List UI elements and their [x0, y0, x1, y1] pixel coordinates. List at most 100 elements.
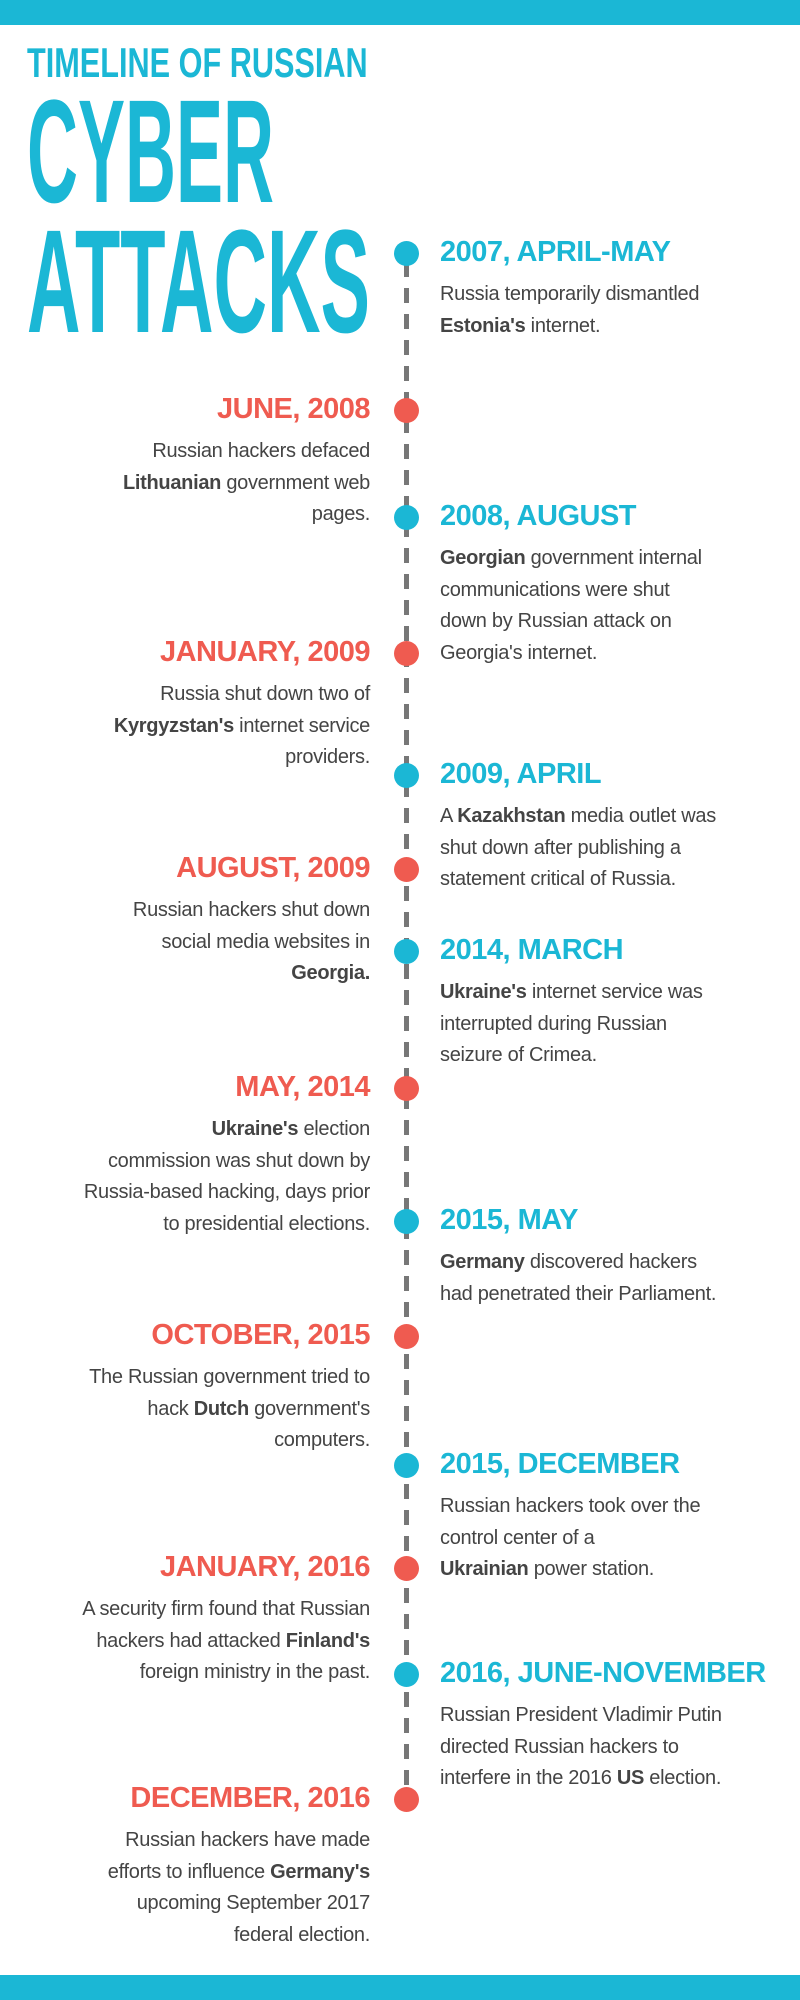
title-line-1: TIMELINE OF RUSSIAN	[27, 47, 368, 79]
description-line: pages.	[15, 499, 371, 531]
title-line-3-wrap: ATTACKS	[27, 227, 385, 337]
highlighted-country: Finland's	[285, 1629, 371, 1652]
description-text: Russian President Vladimir Putin	[440, 1704, 722, 1726]
description-text: Russian hackers defaced	[152, 440, 370, 462]
description-line: seizure of Crimea.	[440, 1040, 795, 1072]
description-text: government's	[248, 1397, 370, 1420]
timeline-dot	[394, 505, 419, 530]
description-text: upcoming September 2017	[136, 1892, 371, 1914]
highlighted-country: Germany's	[270, 1860, 370, 1883]
description-text: had penetrated their Parliament.	[440, 1282, 717, 1305]
description-line: upcoming September 2017	[15, 1888, 371, 1920]
description-text: Russian hackers took over the	[440, 1495, 701, 1517]
highlighted-country: Kazakhstan	[457, 805, 566, 827]
description-line: down by Russian attack on	[440, 606, 795, 638]
event-description: Ukraine's election commission was shut do…	[15, 1114, 370, 1240]
title-line-1-wrap: TIMELINE OF RUSSIAN	[27, 47, 371, 79]
description-line: control center of a	[440, 1523, 795, 1555]
title-line-2: CYBER	[27, 97, 274, 207]
description-line: Lithuanian government web	[15, 468, 370, 500]
description-text: commission was shut down by	[107, 1149, 370, 1172]
description-text: social media websites in	[161, 930, 371, 953]
event-date: OCTOBER, 2015	[151, 1319, 370, 1351]
highlighted-country: US	[616, 1767, 645, 1789]
event-date: 2009, APRIL	[440, 758, 602, 790]
highlighted-country: Germany	[440, 1251, 525, 1273]
description-line: Georgian government internal	[440, 543, 795, 575]
description-line: foreign ministry in the past.	[15, 1657, 371, 1689]
event-date: JANUARY, 2009	[159, 636, 371, 668]
description-line: commission was shut down by	[15, 1146, 370, 1178]
description-text: hack	[147, 1397, 194, 1420]
description-line: Russian hackers took over the	[440, 1491, 795, 1523]
event-description: Russian hackers shut down social media we…	[15, 895, 370, 990]
top-banner-bar	[0, 0, 800, 25]
event-description: Georgian government internal communicatio…	[440, 543, 795, 669]
highlighted-country: Kyrgyzstan's	[113, 714, 234, 737]
timeline-dot	[394, 1076, 419, 1101]
description-text: power station.	[528, 1558, 655, 1580]
event-description: Russia shut down two of Kyrgyzstan's inte…	[15, 679, 370, 774]
description-line: Georgia's internet.	[440, 638, 795, 670]
description-text: control center of a	[440, 1526, 595, 1549]
description-text: internet service was	[526, 981, 703, 1003]
event-date: AUGUST, 2009	[176, 852, 370, 884]
description-line: Russian President Vladimir Putin	[440, 1700, 795, 1732]
description-text: foreign ministry in the past.	[139, 1661, 371, 1683]
timeline-dot	[394, 763, 419, 788]
event-description: Ukraine's internet service was interrupte…	[440, 977, 795, 1072]
description-text: pages.	[311, 503, 371, 525]
description-text: election.	[644, 1767, 722, 1789]
timeline-dot	[394, 641, 419, 666]
description-text: federal election.	[233, 1923, 370, 1946]
description-text: internet service	[233, 714, 370, 737]
description-text: Russia-based hacking, days prior	[83, 1181, 370, 1203]
description-text: Russia shut down two of	[160, 683, 370, 705]
description-line: Ukraine's internet service was	[440, 977, 795, 1009]
timeline-dot	[394, 1209, 419, 1234]
timeline-event: JANUARY, 2016 A security firm found that …	[15, 1550, 370, 1689]
description-line: efforts to influence Germany's	[15, 1857, 371, 1889]
description-text: efforts to influence	[107, 1860, 271, 1883]
timeline-event: 2015, DECEMBER Russian hackers took over …	[440, 1447, 795, 1586]
highlighted-country: Ukraine's	[211, 1118, 299, 1140]
description-text: The Russian government tried to	[89, 1366, 370, 1388]
description-line: Russia shut down two of	[15, 679, 370, 711]
event-date: JUNE, 2008	[217, 393, 371, 425]
bottom-banner-bar	[0, 1975, 800, 2000]
description-line: A security firm found that Russian	[15, 1594, 370, 1626]
description-line: Kyrgyzstan's internet service	[15, 711, 370, 743]
description-text: communications were shut	[440, 578, 670, 601]
event-description: Russia temporarily dismantled Estonia's i…	[440, 279, 795, 342]
highlighted-country: Ukraine's	[440, 981, 527, 1003]
description-text: interrupted during Russian	[440, 1012, 667, 1035]
timeline-dot	[394, 398, 419, 423]
description-text: computers.	[274, 1429, 370, 1451]
event-date: 2016, JUNE-NOVEMBER	[440, 1657, 766, 1689]
highlighted-country: Ukrainian	[440, 1558, 529, 1580]
event-description: Russian President Vladimir Putin directed…	[440, 1700, 795, 1795]
description-line: A Kazakhstan media outlet was	[440, 801, 795, 833]
description-text: seizure of Crimea.	[440, 1044, 597, 1066]
description-line: to presidential elections.	[15, 1209, 370, 1241]
event-description: A Kazakhstan media outlet was shut down a…	[440, 801, 795, 896]
description-text: media outlet was	[565, 805, 717, 827]
timeline-dot	[394, 857, 419, 882]
highlighted-country: Estonia's	[440, 314, 526, 337]
event-description: A security firm found that Russian hacker…	[15, 1594, 370, 1689]
description-text: interfere in the 2016	[440, 1767, 617, 1789]
description-text: hackers had attacked	[96, 1629, 286, 1652]
description-text: Russian hackers have made	[125, 1829, 370, 1851]
event-date: 2014, MARCH	[440, 934, 624, 966]
description-line: shut down after publishing a	[440, 833, 795, 865]
description-text: down by Russian attack on	[440, 610, 672, 632]
event-date: 2008, AUGUST	[440, 500, 637, 532]
description-line: Ukrainian power station.	[440, 1554, 795, 1586]
timeline-event: MAY, 2014 Ukraine's election commission wa…	[15, 1070, 371, 1240]
timeline-dot	[394, 939, 419, 964]
description-text: Russian hackers shut down	[132, 899, 370, 921]
timeline-event: JANUARY, 2009 Russia shut down two of Kyrg…	[15, 635, 371, 774]
event-description: Russian hackers have made efforts to infl…	[15, 1825, 371, 1951]
description-text: government internal	[525, 547, 702, 569]
timeline-event: 2008, AUGUST Georgian government internal…	[440, 499, 795, 669]
